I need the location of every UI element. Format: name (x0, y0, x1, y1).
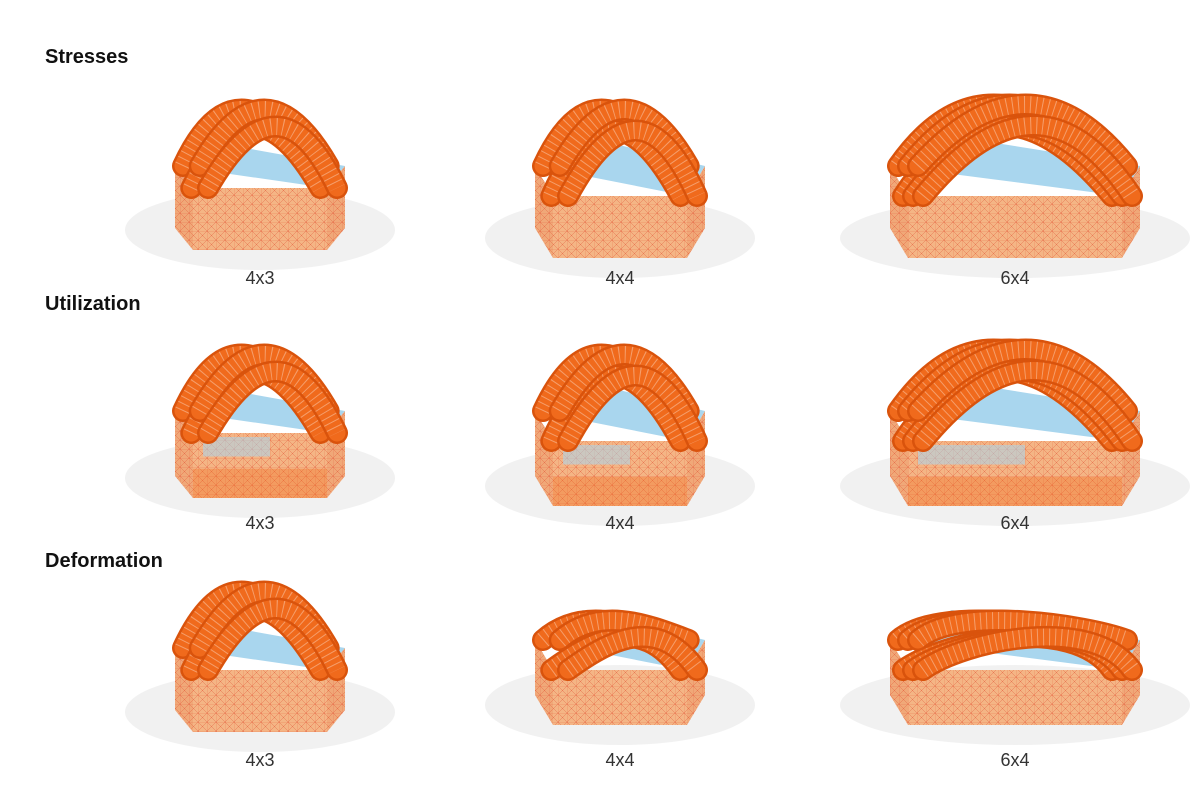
model-label: 4x4 (605, 268, 635, 288)
arch-rib (914, 628, 1141, 679)
model-label: 4x3 (245, 513, 275, 533)
deformation-model-6x4 (840, 609, 1190, 745)
model-label: 4x3 (245, 750, 275, 770)
arch-rib (199, 600, 346, 679)
arch-mesh-lines (563, 628, 704, 677)
box-front-mesh (908, 196, 1122, 258)
arch-rib (914, 362, 1141, 450)
utilization-hotspot (908, 476, 1122, 506)
model-cell: 4x3 (90, 323, 430, 553)
arch-mesh-lines (912, 612, 1130, 649)
model-cell: 6x4 (840, 323, 1190, 553)
stresses-row: 4x3 4x4 6x4 (0, 78, 1200, 308)
box-left-mesh (535, 640, 553, 725)
utilization-hotspot (193, 468, 327, 498)
stress-model-4x3 (125, 98, 395, 270)
deformation-model-4x4 (485, 609, 755, 745)
arch-rib (199, 363, 346, 442)
model-label: 4x4 (605, 513, 635, 533)
model-cell: 4x3 (90, 560, 430, 790)
box-front-mesh (193, 188, 327, 250)
box-front-mesh (553, 196, 687, 258)
arch-rib (559, 628, 706, 679)
utilization-model-4x4 (485, 343, 755, 526)
section-title-utilization: Utilization (45, 293, 141, 315)
arch-rib (199, 118, 346, 197)
arch-rib (909, 612, 1136, 649)
model-cell: 4x3 (90, 78, 430, 308)
model-cell: 6x4 (840, 78, 1190, 308)
utilization-model-4x3 (125, 343, 395, 518)
arch-rib (559, 122, 706, 205)
arch-mesh-lines (918, 628, 1139, 678)
section-title-deformation: Deformation (45, 550, 163, 572)
arch-rib (909, 96, 1136, 175)
stress-model-4x4 (485, 98, 755, 278)
arch-rib (559, 367, 706, 450)
utilization-row: 4x3 4x4 6x4 (0, 323, 1200, 553)
arch-rib (914, 117, 1141, 205)
model-label: 6x4 (1000, 750, 1030, 770)
stress-model-6x4 (840, 93, 1190, 278)
box-front-mesh (553, 670, 687, 725)
model-label: 6x4 (1000, 513, 1030, 533)
model-cell: 4x4 (450, 323, 790, 553)
arch-rib (909, 341, 1136, 420)
deformation-model-4x3 (125, 580, 395, 752)
utilization-lowzone (563, 445, 630, 465)
utilization-hotspot (553, 476, 687, 506)
model-label: 4x4 (605, 750, 635, 770)
utilization-model-6x4 (840, 338, 1190, 526)
model-cell: 4x4 (450, 78, 790, 308)
model-cell: 6x4 (840, 560, 1190, 790)
model-label: 6x4 (1000, 268, 1030, 288)
utilization-lowzone (918, 445, 1025, 465)
deformation-row: 4x3 4x4 6x4 (0, 560, 1200, 790)
section-title-stresses: Stresses (45, 46, 129, 68)
box-front-mesh (193, 670, 327, 732)
utilization-lowzone (203, 437, 270, 457)
box-front-mesh (908, 670, 1122, 725)
model-cell: 4x4 (450, 560, 790, 790)
box-left-mesh (890, 640, 908, 725)
model-label: 4x3 (245, 268, 275, 288)
